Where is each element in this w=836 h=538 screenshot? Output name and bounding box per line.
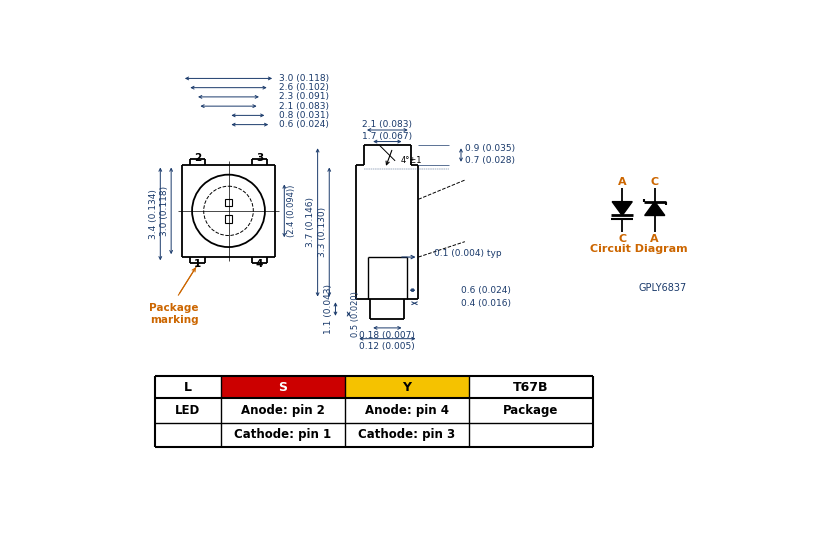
Text: 3: 3 xyxy=(256,153,263,163)
Text: 0.8 (0.031): 0.8 (0.031) xyxy=(279,111,329,120)
Text: 2: 2 xyxy=(194,153,201,163)
Text: A: A xyxy=(618,176,626,187)
Text: 1.7 (0.067): 1.7 (0.067) xyxy=(362,132,412,140)
Text: 0.7 (0.028): 0.7 (0.028) xyxy=(465,157,515,165)
Text: 0.12 (0.005): 0.12 (0.005) xyxy=(359,342,415,351)
Text: GPLY6837: GPLY6837 xyxy=(639,283,686,293)
Text: 2.1 (0.083): 2.1 (0.083) xyxy=(279,102,329,111)
Text: Package: Package xyxy=(503,404,558,417)
Text: 0.6 (0.024): 0.6 (0.024) xyxy=(279,120,329,129)
Text: 0.5 (0.020): 0.5 (0.020) xyxy=(351,291,360,337)
Text: Package
marking: Package marking xyxy=(150,303,199,325)
Polygon shape xyxy=(645,202,665,216)
Text: T67B: T67B xyxy=(513,381,548,394)
Text: LED: LED xyxy=(175,404,200,417)
Text: Anode: pin 2: Anode: pin 2 xyxy=(241,404,324,417)
Text: C: C xyxy=(650,176,659,187)
Text: Circuit Diagram: Circuit Diagram xyxy=(589,244,687,254)
Text: 4°±1: 4°±1 xyxy=(400,157,422,165)
Text: A: A xyxy=(650,235,659,244)
Bar xyxy=(225,216,232,223)
Text: 0.4 (0.016): 0.4 (0.016) xyxy=(461,299,511,308)
Text: S: S xyxy=(278,381,288,394)
Text: (2.4 (0.094)): (2.4 (0.094)) xyxy=(287,185,296,237)
Text: 4: 4 xyxy=(256,259,263,268)
Polygon shape xyxy=(612,202,632,216)
Text: 0.1 (0.004) typ: 0.1 (0.004) typ xyxy=(434,249,502,258)
Text: 3.0 (0.118): 3.0 (0.118) xyxy=(160,186,169,236)
Text: 2.3 (0.091): 2.3 (0.091) xyxy=(279,93,329,101)
Bar xyxy=(344,377,469,398)
Text: 2.1 (0.083): 2.1 (0.083) xyxy=(362,120,412,129)
Bar xyxy=(225,199,232,206)
Text: C: C xyxy=(618,235,626,244)
Text: 3.4 (0.134): 3.4 (0.134) xyxy=(149,189,158,239)
Text: 1.1 (0.043): 1.1 (0.043) xyxy=(324,284,333,334)
Text: 3.3 (0.130): 3.3 (0.130) xyxy=(318,207,327,257)
Text: L: L xyxy=(183,381,191,394)
Text: 0.18 (0.007): 0.18 (0.007) xyxy=(359,331,415,340)
Text: Anode: pin 4: Anode: pin 4 xyxy=(364,404,449,417)
Text: 1: 1 xyxy=(194,259,201,268)
Bar xyxy=(221,377,344,398)
Text: 0.9 (0.035): 0.9 (0.035) xyxy=(465,144,515,153)
Text: 0.6 (0.024): 0.6 (0.024) xyxy=(461,286,511,295)
Text: 3.7 (0.146): 3.7 (0.146) xyxy=(306,197,315,247)
Text: 2.6 (0.102): 2.6 (0.102) xyxy=(279,83,329,92)
Text: Cathode: pin 3: Cathode: pin 3 xyxy=(358,428,456,442)
Text: Y: Y xyxy=(402,381,411,394)
Text: Cathode: pin 1: Cathode: pin 1 xyxy=(234,428,331,442)
Text: 3.0 (0.118): 3.0 (0.118) xyxy=(279,74,329,83)
